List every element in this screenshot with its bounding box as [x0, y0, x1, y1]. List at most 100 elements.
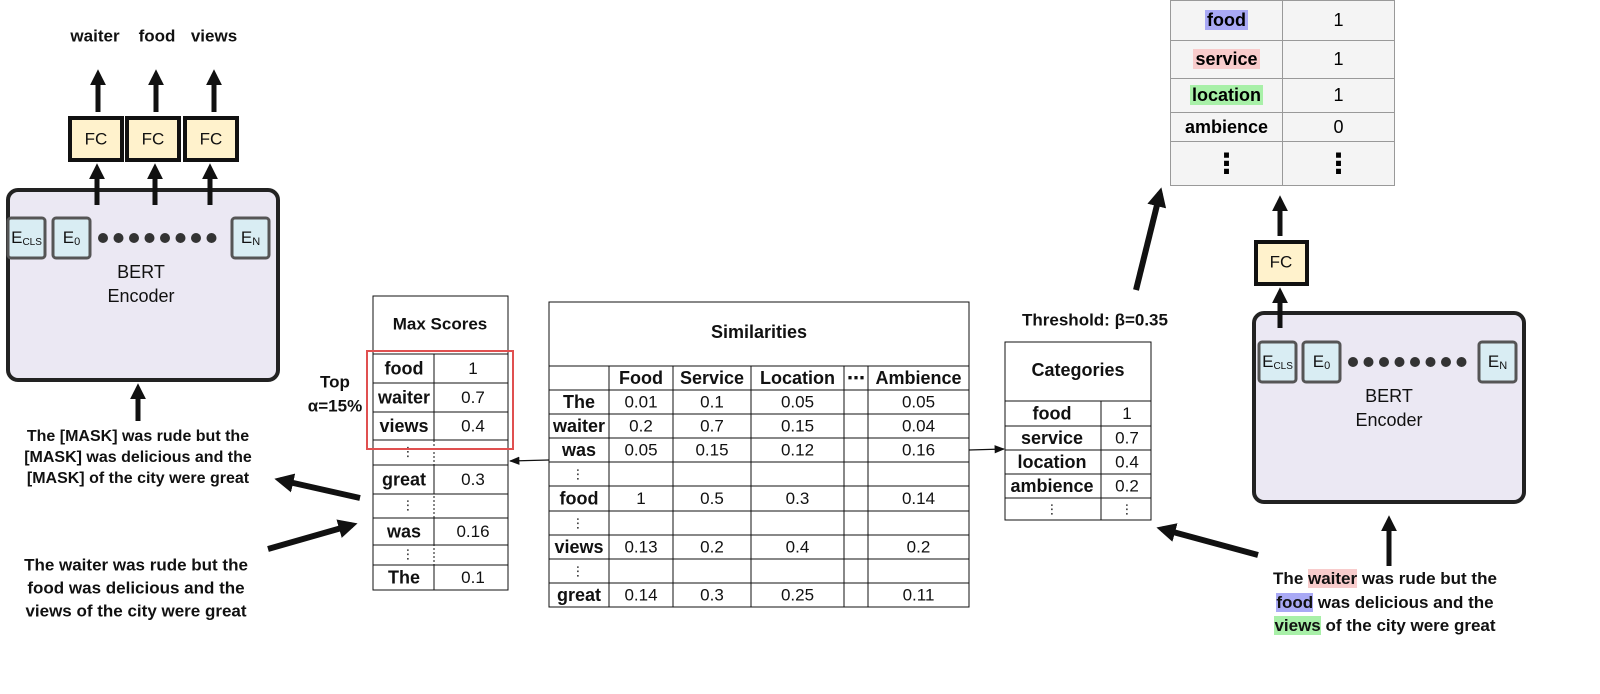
- table-title: Categories: [1031, 360, 1124, 380]
- masked-sentence: [MASK] of the city were great: [27, 470, 250, 487]
- sentence-segment: waiter: [1308, 569, 1358, 588]
- similarity-cell: 0.3: [786, 489, 810, 508]
- output-label-cell: food: [1170, 0, 1283, 41]
- category-score: 0.7: [1115, 428, 1139, 447]
- word-cell: food: [560, 488, 599, 508]
- sentence-segment: of the city were great: [1320, 616, 1496, 635]
- embedding-main: E: [1262, 352, 1273, 371]
- dot: [1410, 357, 1420, 367]
- embedding-main: E: [1488, 352, 1499, 371]
- output-row: location 1: [1170, 78, 1395, 113]
- table-frame: [548, 301, 970, 608]
- output-value: 1: [1333, 49, 1344, 69]
- output-value: 1: [1333, 10, 1344, 30]
- similarity-cell: 0.12: [781, 440, 814, 459]
- category-cell: ambience: [1010, 476, 1093, 496]
- column-header: Location: [760, 368, 835, 388]
- word-cell: was: [386, 521, 421, 541]
- word-cell: great: [382, 469, 426, 489]
- ellipsis: ⋮: [402, 497, 415, 512]
- top-selection: [366, 350, 514, 450]
- output-label: food: [1205, 10, 1248, 30]
- output-label: ambience: [1184, 116, 1269, 137]
- word-cell: The: [388, 567, 420, 587]
- embedding-label: ECLS: [1262, 352, 1293, 371]
- similarity-cell: 0.05: [781, 392, 814, 411]
- output-label-cell: ambience: [1170, 112, 1283, 142]
- embedding-label: E0: [1313, 352, 1330, 371]
- word-cell: waiter: [552, 416, 605, 436]
- similarity-cell: 0.2: [629, 416, 653, 435]
- output-value-cell: ⋮: [1282, 141, 1395, 186]
- similarity-cell: 0.05: [902, 392, 935, 411]
- embedding-box: [6, 216, 47, 260]
- similarity-cell: 0.11: [903, 585, 935, 604]
- table-title: Similarities: [711, 322, 807, 342]
- dot: [144, 233, 155, 243]
- score-cell: 0.7: [461, 388, 485, 407]
- similarity-cell: 0.14: [624, 585, 657, 604]
- score-cell: 0.3: [461, 470, 485, 489]
- similarity-cell: 0.2: [907, 537, 931, 556]
- dot: [191, 233, 201, 243]
- similarity-cell: 0.4: [786, 537, 810, 556]
- arrow-similarities-categories: [968, 445, 1006, 454]
- output-label: service: [1193, 49, 1260, 69]
- similarity-cell: 0.15: [781, 416, 814, 435]
- similarity-cell: 0.13: [624, 537, 657, 556]
- similarity-cell: 0.04: [902, 416, 935, 435]
- embedding-box: [51, 216, 92, 260]
- similarity-cell: 0.15: [695, 440, 728, 459]
- embedding-sub: N: [252, 236, 260, 248]
- dot: [113, 233, 124, 243]
- category-score: 0.4: [1115, 452, 1139, 471]
- dot: [1441, 357, 1451, 367]
- embedding-main: E: [11, 228, 22, 247]
- column-header: Ambience: [875, 368, 961, 388]
- arrow-similarities-max: [508, 456, 550, 465]
- embedding-box: [1301, 340, 1342, 384]
- output-label-cell: ⋮: [1170, 141, 1283, 186]
- fc-box: [125, 116, 181, 162]
- output-value-cell: 1: [1282, 40, 1395, 79]
- similarity-cell: 0.7: [700, 416, 724, 435]
- embedding-label: ECLS: [11, 228, 42, 247]
- word-cell: views: [379, 416, 428, 436]
- fc-label: FC: [142, 129, 165, 148]
- column-header: Food: [619, 368, 663, 388]
- output-row: ⋮ ⋮: [1170, 141, 1395, 186]
- output-label-cell: location: [1170, 78, 1283, 113]
- dot: [175, 233, 186, 243]
- output-value: 1: [1333, 85, 1344, 105]
- category-cell: food: [1033, 403, 1072, 423]
- sentence-segment: The: [1273, 569, 1308, 588]
- embedding-main: E: [63, 228, 74, 247]
- similarity-cell: 0.3: [700, 585, 724, 604]
- original-sentence: food was delicious and the: [27, 578, 244, 597]
- embedding-label: EN: [1488, 352, 1507, 371]
- dot: [1456, 357, 1467, 367]
- embedding-label: E0: [63, 228, 80, 247]
- word-cell: was: [561, 440, 596, 460]
- similarity-cell: 1: [636, 489, 645, 508]
- similarity-cell: 0.5: [700, 489, 724, 508]
- encoder-label: Encoder: [1355, 410, 1422, 430]
- word-cell: views: [554, 537, 603, 557]
- threshold-label: Threshold: β=0.35: [1022, 310, 1168, 329]
- similarity-cell: 0.2: [700, 537, 724, 556]
- output-label: ⋮: [1212, 148, 1241, 179]
- score-cell: 0.1: [461, 568, 485, 587]
- fc-box: [1254, 240, 1309, 286]
- embedding-main: E: [1313, 352, 1324, 371]
- output-row: ambience 0: [1170, 112, 1395, 142]
- output-value-cell: 1: [1282, 0, 1395, 41]
- arrow-categories-output: [1133, 187, 1167, 291]
- category-cell: location: [1017, 452, 1086, 472]
- similarity-cell: 0.05: [624, 440, 657, 459]
- similarity-cell: 0.16: [902, 440, 935, 459]
- embedding-box: [1257, 340, 1298, 384]
- table-frame: [372, 295, 509, 591]
- embedding-box: [1477, 340, 1518, 384]
